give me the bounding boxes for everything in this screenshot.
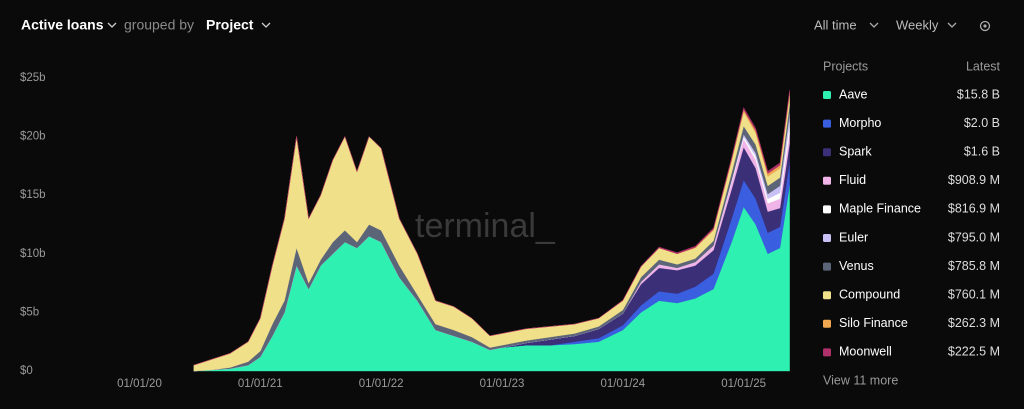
y-tick-label: $5b — [20, 306, 39, 318]
legend-swatch — [823, 176, 831, 185]
legend-swatch — [823, 205, 831, 214]
range-selector[interactable]: All time — [814, 17, 857, 32]
legend-label: Venus — [839, 259, 874, 273]
legend: Aave $15.8 B Morpho $2.0 B Spark $1.6 B Fluid $… — [823, 87, 1000, 359]
legend-swatch — [823, 262, 831, 271]
chevron — [261, 22, 271, 28]
legend-label: Silo Finance — [839, 316, 908, 330]
legend-label: Moonwell — [839, 345, 892, 359]
legend-value: $2.0 B — [964, 116, 1000, 130]
watermark: terminal_ — [415, 207, 556, 245]
legend-swatch — [823, 119, 831, 128]
x-tick-label: 01/01/22 — [359, 378, 404, 390]
y-tick-label: $25b — [20, 72, 46, 84]
legend-value: $15.8 B — [957, 87, 1000, 101]
group-selector[interactable]: Project — [206, 17, 254, 33]
legend-swatch — [823, 234, 831, 242]
y-tick-label: $15b — [20, 189, 46, 201]
legend-swatch — [823, 319, 831, 328]
chevron — [107, 22, 117, 28]
legend-label: Maple Finance — [839, 202, 921, 216]
legend-header: Projects — [823, 59, 868, 73]
legend-label: Spark — [839, 144, 872, 158]
group-label: grouped by — [124, 17, 194, 33]
y-tick-label: $10b — [20, 248, 46, 260]
x-tick-label: 01/01/20 — [117, 378, 162, 390]
settings-icon-center — [983, 24, 987, 28]
interval-selector[interactable]: Weekly — [896, 17, 939, 32]
chevron — [947, 22, 957, 28]
legend-label: Euler — [839, 230, 868, 244]
x-tick-label: 01/01/24 — [600, 378, 645, 390]
legend-value: $760.1 M — [948, 287, 1000, 301]
y-tick-label: $0 — [20, 365, 33, 377]
metric-selector[interactable]: Active loans — [21, 17, 104, 33]
legend-swatch — [823, 291, 831, 300]
view-more[interactable]: View 11 more — [823, 373, 898, 387]
legend-swatch — [823, 148, 831, 157]
x-tick-label: 01/01/25 — [721, 378, 766, 390]
chevron — [869, 22, 879, 28]
area — [193, 90, 790, 366]
legend-label: Morpho — [839, 116, 881, 130]
legend-value: $262.3 M — [948, 316, 1000, 330]
legend-value: $816.9 M — [948, 202, 1000, 216]
legend-value-header: Latest — [966, 59, 1001, 73]
legend-label: Compound — [839, 287, 900, 301]
x-tick-label: 01/01/23 — [480, 378, 525, 390]
legend-value: $785.8 M — [948, 259, 1000, 273]
x-tick-label: 01/01/21 — [238, 378, 283, 390]
legend-label: Aave — [839, 87, 868, 101]
legend-value: $795.0 M — [948, 230, 1000, 244]
legend-value: $1.6 B — [964, 144, 1000, 158]
legend-value: $908.9 M — [948, 173, 1000, 187]
settings-icon[interactable] — [979, 20, 991, 32]
legend-swatch — [823, 91, 831, 99]
legend-value: $222.5 M — [948, 345, 1000, 359]
y-tick-label: $20b — [20, 131, 46, 143]
legend-label: Fluid — [839, 173, 866, 187]
plot: $0 $5b $10b $15b $20b $25b 01/01/20 01/01/21 01/… — [20, 72, 790, 390]
legend-swatch — [823, 348, 831, 357]
